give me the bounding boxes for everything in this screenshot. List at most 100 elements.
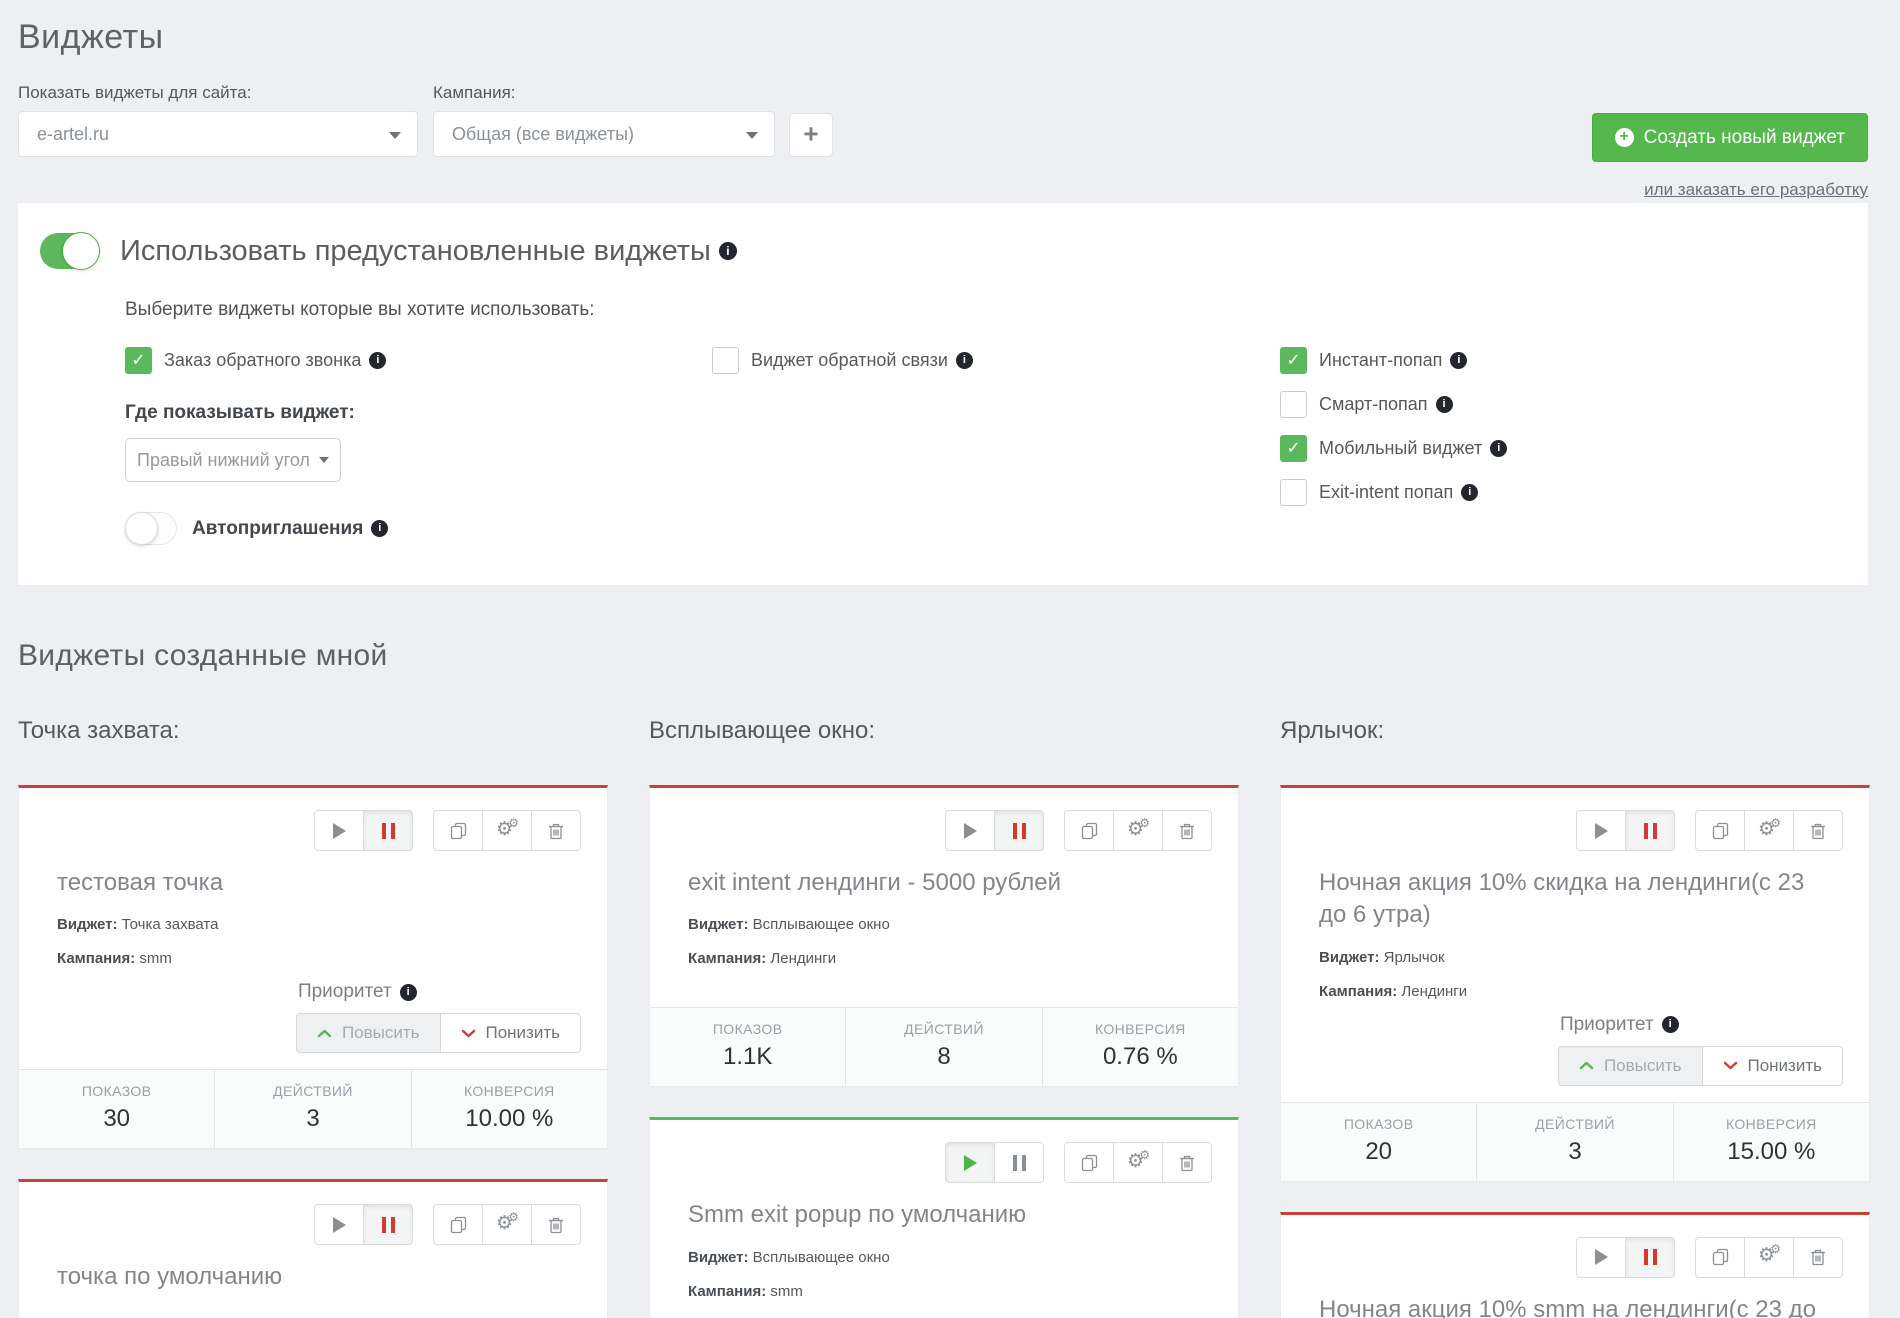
checkbox-exit-intent-popup[interactable]: Exit-intent попап [1280, 479, 1868, 506]
checkbox-smart-popup[interactable]: Смарт-попап [1280, 391, 1868, 418]
create-widget-button[interactable]: Создать новый виджет [1591, 113, 1868, 162]
trash-icon [1811, 823, 1825, 839]
delete-button[interactable] [1793, 1236, 1843, 1278]
copy-icon [1081, 822, 1097, 839]
play-button[interactable] [1576, 1236, 1626, 1278]
preset-panel-heading: Использовать предустановленные виджеты [120, 234, 711, 267]
delete-button[interactable] [1162, 1142, 1212, 1184]
info-icon[interactable] [1450, 352, 1468, 369]
play-button[interactable] [945, 810, 995, 851]
actions-value: 3 [306, 1105, 320, 1133]
play-button[interactable] [314, 810, 364, 851]
cogs-icon [1127, 1148, 1150, 1173]
info-icon[interactable] [955, 352, 973, 369]
info-icon[interactable] [371, 520, 389, 537]
actions-value: 3 [1568, 1137, 1582, 1165]
delete-button[interactable] [531, 1204, 581, 1246]
settings-button[interactable] [482, 810, 532, 851]
pause-button[interactable] [363, 1204, 413, 1246]
info-icon[interactable] [399, 983, 417, 1001]
info-icon[interactable] [1661, 1016, 1679, 1034]
delete-button[interactable] [1162, 810, 1212, 851]
cogs-icon [496, 1210, 519, 1235]
settings-button[interactable] [1744, 1236, 1794, 1278]
info-icon[interactable] [1490, 440, 1508, 457]
create-widget-label: Создать новый виджет [1643, 126, 1845, 148]
site-select[interactable]: e-artel.ru [18, 111, 418, 157]
column-header: Точка захвата: [18, 717, 180, 744]
trash-icon [1180, 823, 1194, 839]
widget-type-value: Ярлычок [1383, 948, 1445, 966]
caret-down-icon [318, 457, 329, 463]
shows-value: 1.1K [722, 1043, 773, 1071]
checkbox-icon [1280, 479, 1307, 506]
priority-down-button[interactable]: Понизить [439, 1013, 581, 1054]
duplicate-button[interactable] [1695, 810, 1745, 851]
checkbox-icon [1280, 435, 1307, 462]
chevron-up-icon [317, 1029, 332, 1038]
duplicate-button[interactable] [1064, 810, 1114, 851]
duplicate-button[interactable] [433, 810, 483, 851]
info-icon[interactable] [718, 242, 737, 260]
preset-widgets-toggle[interactable] [40, 232, 100, 270]
copy-icon [1081, 1154, 1097, 1172]
my-widgets-heading: Виджеты созданные мной [18, 639, 388, 672]
pause-icon [1643, 1249, 1657, 1266]
widget-position-dropdown[interactable]: Правый нижний угол [125, 438, 341, 482]
add-campaign-button[interactable] [789, 113, 833, 157]
widgets-grid: Точка захвата: [0, 717, 1900, 1318]
play-button[interactable] [314, 1204, 364, 1246]
widget-campaign-value: Лендинги [770, 950, 837, 968]
autoinvite-toggle[interactable] [125, 512, 177, 545]
widget-card: точка по умолчанию [18, 1179, 608, 1318]
pause-button[interactable] [994, 810, 1044, 851]
pause-button[interactable] [363, 810, 413, 851]
duplicate-button[interactable] [1064, 1142, 1114, 1184]
delete-button[interactable] [1793, 810, 1843, 851]
play-button[interactable] [945, 1142, 995, 1184]
settings-button[interactable] [1113, 810, 1163, 851]
order-development-link[interactable]: или заказать его разработку [1644, 180, 1868, 199]
play-icon [963, 822, 977, 839]
settings-button[interactable] [1113, 1142, 1163, 1184]
widget-card: Ночная акция 10% скидка на лендинги(с 23… [1280, 785, 1870, 1182]
widget-title: Ночная акция 10% скидка на лендинги(с 23… [1319, 869, 1805, 929]
shows-value: 20 [1365, 1137, 1393, 1165]
copy-icon [1712, 822, 1728, 839]
widget-campaign-value: smm [139, 950, 172, 968]
widget-type-value: Точка захвата [121, 916, 219, 934]
info-icon[interactable] [1461, 484, 1479, 501]
checkbox-icon [712, 347, 739, 374]
campaign-select[interactable]: Общая (все виджеты) [433, 111, 775, 157]
preset-subheading: Выберите виджеты которые вы хотите испол… [125, 299, 595, 320]
settings-button[interactable] [482, 1204, 532, 1246]
play-button[interactable] [1576, 810, 1626, 851]
copy-icon [1712, 1249, 1728, 1266]
info-icon[interactable] [369, 352, 387, 369]
checkbox-feedback-widget[interactable]: Виджет обратной связи [712, 347, 1280, 374]
widget-campaign-value: Лендинги [1401, 982, 1468, 1000]
widget-title: тестовая точка [57, 869, 224, 896]
settings-button[interactable] [1744, 810, 1794, 851]
caret-down-icon [389, 132, 401, 139]
info-icon[interactable] [1435, 396, 1453, 413]
checkbox-instant-popup[interactable]: Инстант-попап [1280, 347, 1868, 374]
cogs-icon [1758, 816, 1781, 841]
duplicate-button[interactable] [1695, 1236, 1745, 1278]
widget-card: тестовая точка Виджет: Точка захвата Кам… [18, 785, 608, 1150]
duplicate-button[interactable] [433, 1204, 483, 1246]
checkbox-callback-order[interactable]: Заказ обратного звонка [125, 347, 712, 374]
priority-label: Приоритет [1559, 1013, 1654, 1035]
widget-type-value: Всплывающее окно [752, 1248, 890, 1266]
pause-icon [1643, 822, 1657, 839]
actions-value: 8 [937, 1043, 951, 1071]
pause-button[interactable] [1625, 810, 1675, 851]
priority-up-button[interactable]: Повысить [295, 1013, 441, 1054]
checkbox-mobile-widget[interactable]: Мобильный виджет [1280, 435, 1868, 462]
priority-up-button[interactable]: Повысить [1557, 1045, 1703, 1086]
delete-button[interactable] [531, 810, 581, 851]
widget-title: точка по умолчанию [57, 1263, 283, 1291]
pause-button[interactable] [994, 1142, 1044, 1184]
pause-button[interactable] [1625, 1236, 1675, 1278]
priority-down-button[interactable]: Понизить [1701, 1045, 1843, 1086]
